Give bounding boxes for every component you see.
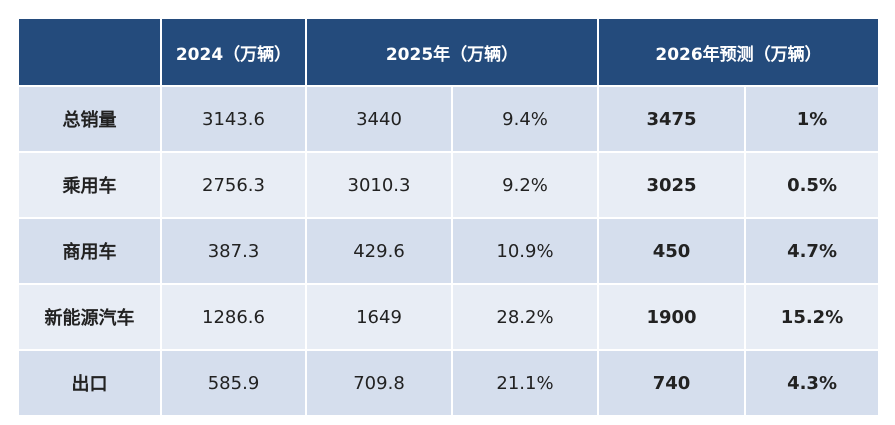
- table-cell: 585.9: [160, 349, 307, 417]
- table-row: 乘用车 2756.3 3010.3 9.2% 3025 0.5%: [17, 151, 881, 219]
- table-cell: 4.3%: [744, 349, 881, 417]
- table-cell: 709.8: [305, 349, 453, 417]
- header-cell: 2025年（万辆）: [304, 17, 600, 87]
- table-cell: 9.4%: [450, 85, 600, 153]
- table-row: 总销量 3143.6 3440 9.4% 3475 1%: [17, 85, 881, 153]
- row-label: 新能源汽车: [17, 283, 162, 351]
- table-cell: 0.5%: [744, 151, 881, 219]
- table-row: 新能源汽车 1286.6 1649 28.2% 1900 15.2%: [17, 283, 881, 351]
- table-cell: 1%: [744, 85, 881, 153]
- header-cell: 2026年预测（万辆）: [597, 17, 881, 87]
- table-row: 商用车 387.3 429.6 10.9% 450 4.7%: [17, 217, 881, 285]
- header-corner: [17, 17, 162, 87]
- row-label: 出口: [17, 349, 162, 417]
- table-cell: 9.2%: [450, 151, 600, 219]
- table-row: 出口 585.9 709.8 21.1% 740 4.3%: [17, 349, 881, 417]
- table-cell: 429.6: [305, 217, 453, 285]
- row-label: 商用车: [17, 217, 162, 285]
- table-cell: 4.7%: [744, 217, 881, 285]
- header-cell: 2024（万辆）: [160, 17, 307, 87]
- table-cell: 1649: [305, 283, 453, 351]
- table-cell: 21.1%: [450, 349, 600, 417]
- table-cell: 3143.6: [160, 85, 307, 153]
- row-label: 总销量: [17, 85, 162, 153]
- table-cell: 3475: [597, 85, 747, 153]
- header-row: 2024（万辆） 2025年（万辆） 2026年预测（万辆）: [17, 17, 881, 87]
- table-cell: 1900: [597, 283, 747, 351]
- table-cell: 3010.3: [305, 151, 453, 219]
- row-label: 乘用车: [17, 151, 162, 219]
- table-cell: 387.3: [160, 217, 307, 285]
- table-cell: 10.9%: [450, 217, 600, 285]
- data-table: 2024（万辆） 2025年（万辆） 2026年预测（万辆） 总销量 3143.6…: [17, 17, 881, 417]
- table-cell: 1286.6: [160, 283, 307, 351]
- table-cell: 450: [597, 217, 747, 285]
- table-cell: 15.2%: [744, 283, 881, 351]
- table-container: 2024（万辆） 2025年（万辆） 2026年预测（万辆） 总销量 3143.6…: [17, 17, 881, 417]
- table-cell: 28.2%: [450, 283, 600, 351]
- table-cell: 3440: [305, 85, 453, 153]
- table-cell: 3025: [597, 151, 747, 219]
- table-cell: 740: [597, 349, 747, 417]
- table-cell: 2756.3: [160, 151, 307, 219]
